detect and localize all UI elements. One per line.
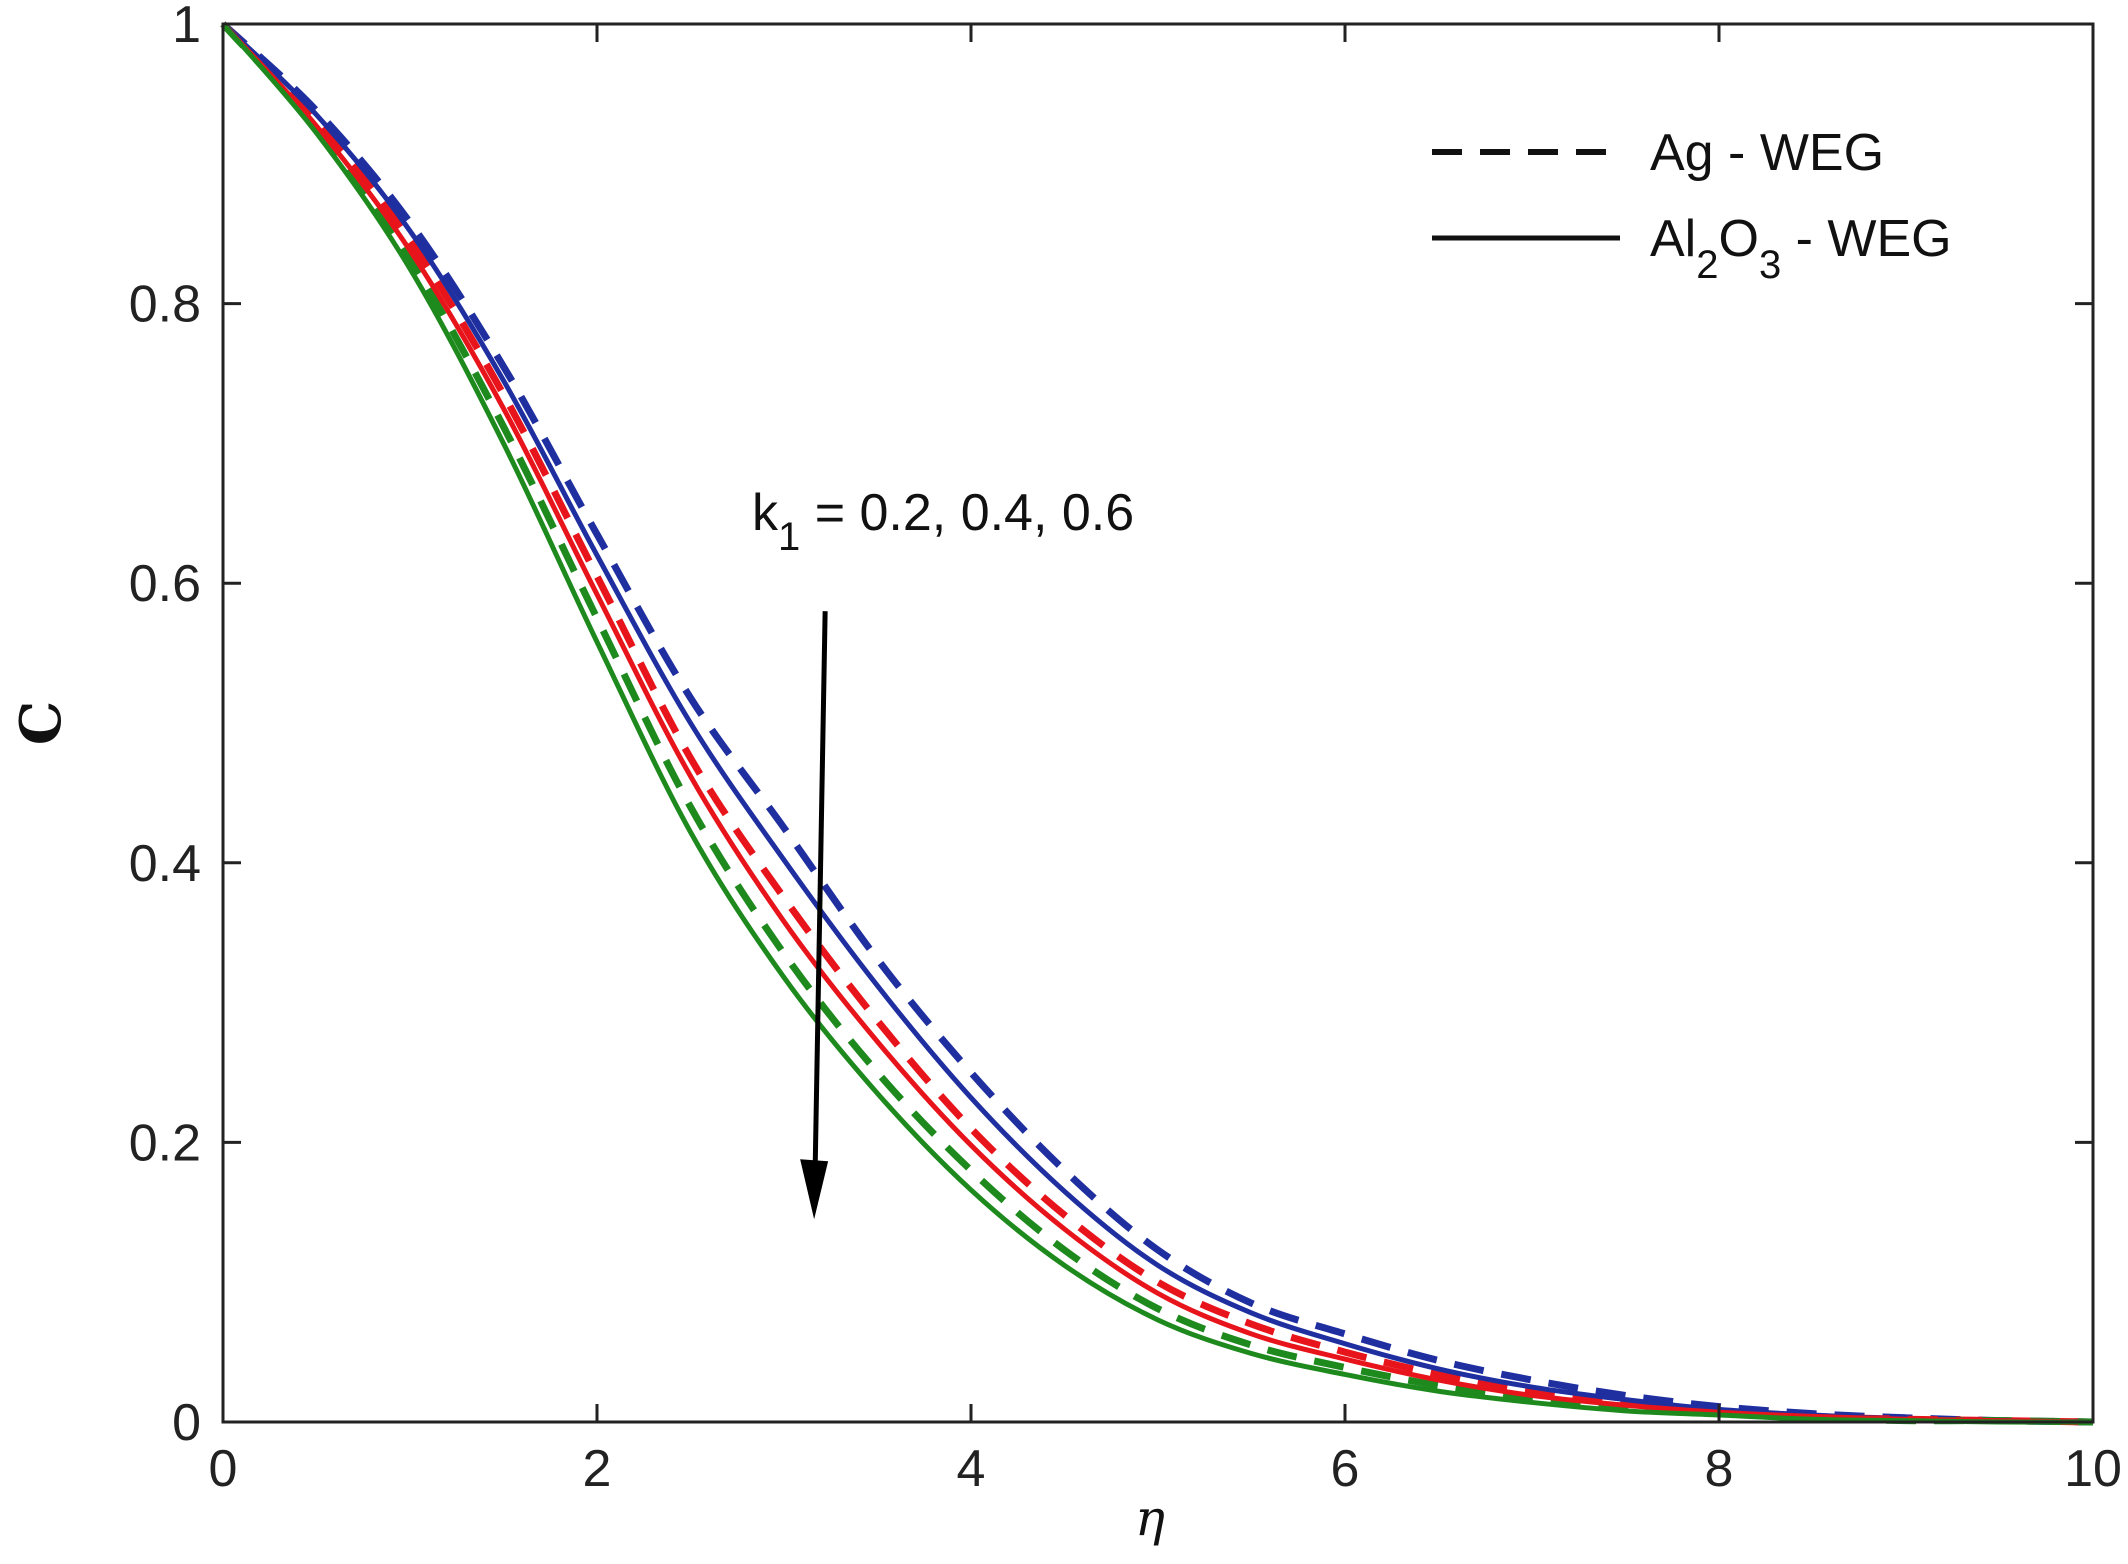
frame-layer <box>221 22 2095 1424</box>
series-line-al2o3-k1-0_4 <box>221 22 2094 1425</box>
y-tick-label: 0.2 <box>129 1114 201 1172</box>
legend: Ag - WEG Al2O3 - WEG <box>1432 124 1952 287</box>
annotation-arrow-line <box>812 611 828 1170</box>
y-tick-label: 1 <box>172 0 201 54</box>
y-axis-label: C <box>8 701 74 746</box>
plot-frame <box>221 22 2095 1424</box>
y-tick-label: 0.8 <box>129 276 201 334</box>
annotation-values: = 0.2, 0.4, 0.6 <box>800 484 1134 542</box>
y-tick-label: 0.6 <box>129 555 201 613</box>
x-tick-label: 2 <box>583 1440 612 1498</box>
annotation: k1 = 0.2, 0.4, 0.6 <box>752 484 1134 1220</box>
legend-al: Al <box>1650 210 1696 268</box>
legend-sub-3: 3 <box>1759 243 1781 287</box>
plot-area <box>223 24 2093 1422</box>
series-line-ag-k1-0_6 <box>220 21 2094 1426</box>
tick-layer: 0 2 4 6 8 10 0 0.2 0.4 0.6 0.8 1 <box>129 0 2122 1498</box>
x-axis-label: η <box>1135 1489 1165 1547</box>
legend-o: O <box>1719 210 1759 268</box>
x-tick-label: 4 <box>957 1440 986 1498</box>
series-line-al2o3-k1-0_6 <box>221 22 2094 1425</box>
annotation-subscript: 1 <box>778 515 800 559</box>
legend-label-al2o3: Al2O3 - WEG <box>1650 210 1952 287</box>
legend-tail: - WEG <box>1781 210 1951 268</box>
x-tick-label: 0 <box>209 1440 238 1498</box>
legend-label-ag: Ag - WEG <box>1650 124 1884 182</box>
y-tick-label: 0 <box>172 1394 201 1452</box>
x-tick-label: 6 <box>1331 1440 1360 1498</box>
annotation-label: k1 = 0.2, 0.4, 0.6 <box>752 484 1134 559</box>
series-layer <box>220 21 2094 1426</box>
y-tick-label: 0.4 <box>129 835 201 893</box>
legend-sub-2: 2 <box>1696 243 1718 287</box>
annotation-k: k <box>752 484 779 542</box>
series-line-ag-k1-0_2 <box>220 21 2094 1426</box>
x-tick-label: 8 <box>1705 1440 1734 1498</box>
x-tick-label: 10 <box>2064 1440 2122 1498</box>
annotation-arrow-head <box>800 1159 829 1220</box>
